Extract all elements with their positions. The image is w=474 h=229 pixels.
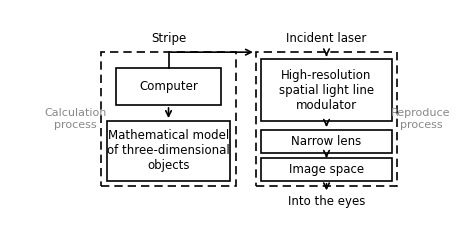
Text: Computer: Computer	[139, 80, 198, 93]
Bar	[116, 68, 221, 105]
Text: Narrow lens: Narrow lens	[292, 135, 362, 148]
Bar	[261, 59, 392, 121]
Text: Image space: Image space	[289, 163, 364, 176]
Text: Incident laser: Incident laser	[286, 32, 367, 45]
Bar	[107, 121, 230, 181]
Bar	[261, 130, 392, 153]
Text: Reproduce
process: Reproduce process	[392, 108, 451, 130]
Bar	[256, 52, 397, 186]
Text: Mathematical model
of three-dimensional
objects: Mathematical model of three-dimensional …	[107, 129, 230, 172]
Text: Calculation
process: Calculation process	[45, 108, 107, 130]
Bar	[101, 52, 236, 186]
Bar	[261, 158, 392, 181]
Text: Stripe: Stripe	[151, 32, 186, 45]
Text: High-resolution
spatial light line
modulator: High-resolution spatial light line modul…	[279, 68, 374, 112]
Text: Into the eyes: Into the eyes	[288, 195, 365, 208]
